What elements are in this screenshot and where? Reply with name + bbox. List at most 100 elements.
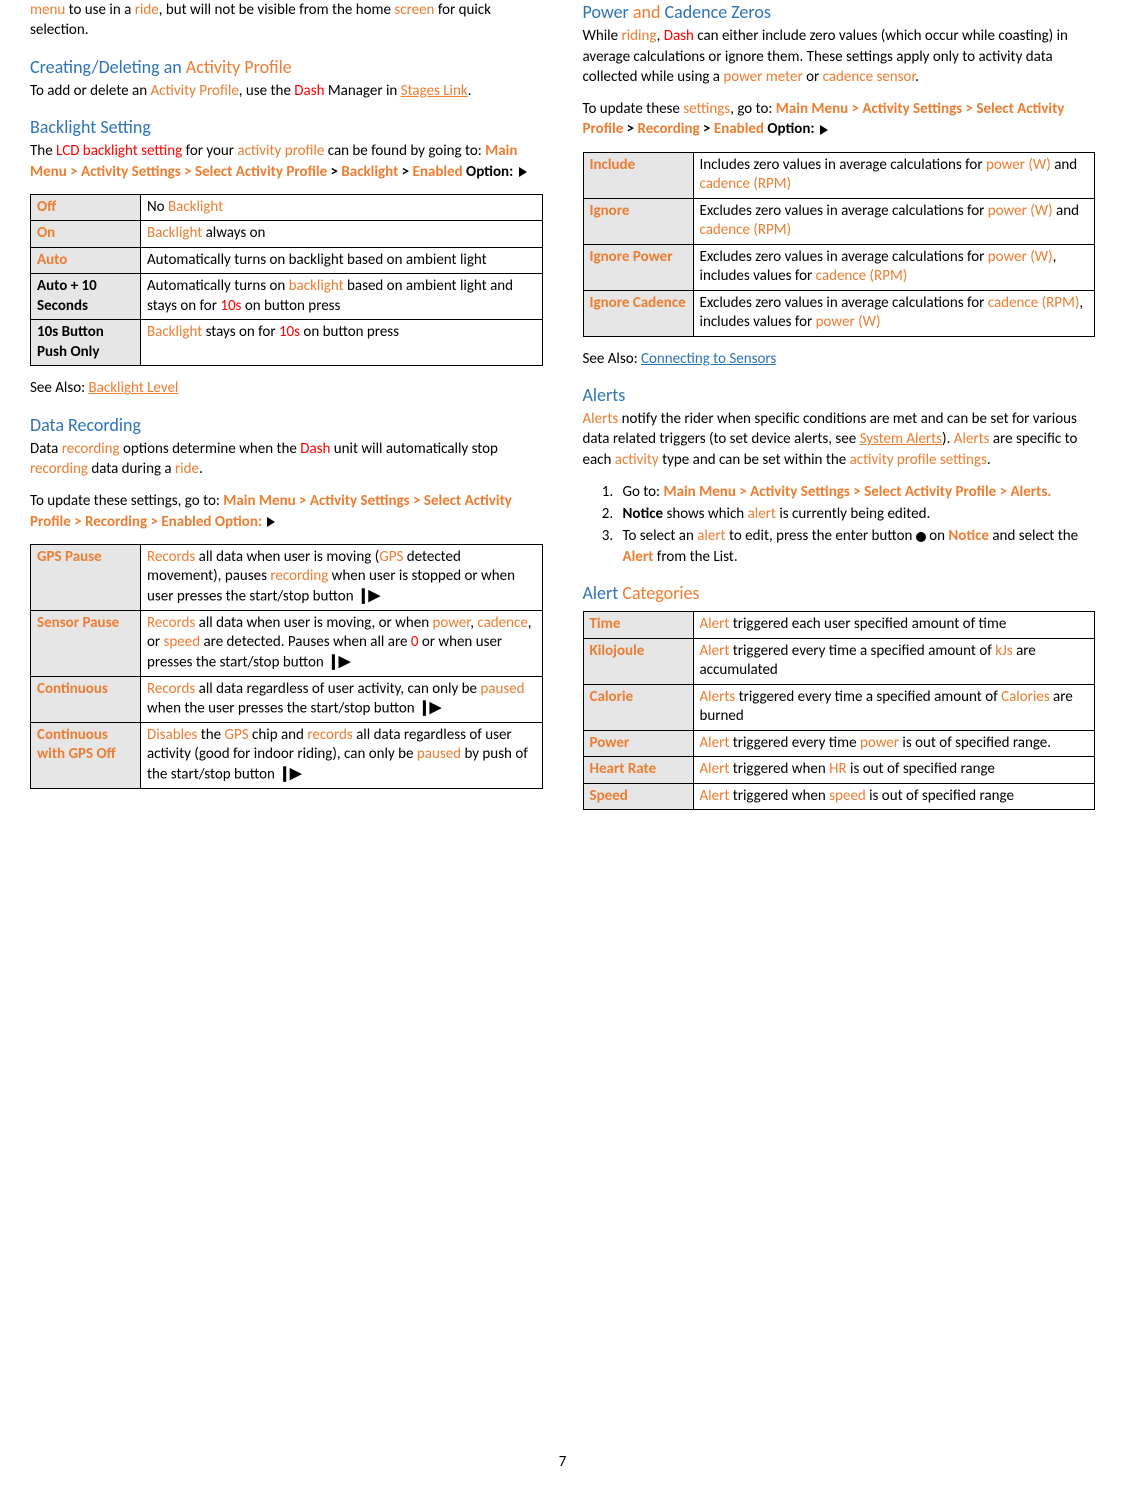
- table-value: Alert triggered every time a specified a…: [693, 638, 1095, 684]
- table-row: Sensor PauseRecords all data when user i…: [31, 610, 543, 676]
- table-label: 10s Button Push Only: [31, 320, 141, 366]
- table-value: Alert triggered when speed is out of spe…: [693, 783, 1095, 810]
- alerts-steps: Go to: Main Menu > Activity Settings > S…: [583, 482, 1096, 567]
- start-stop-icon: ❙▶: [278, 765, 300, 785]
- see-also-backlight: See Also: Backlight Level: [30, 378, 543, 398]
- table-row: AutoAutomatically turns on backlight bas…: [31, 247, 543, 274]
- table-label: Ignore: [583, 198, 693, 244]
- table-row: OnBacklight always on: [31, 221, 543, 248]
- table-row: KilojouleAlert triggered every time a sp…: [583, 638, 1095, 684]
- table-row: TimeAlert triggered each user specified …: [583, 612, 1095, 639]
- para-alerts: Alerts notify the rider when specific co…: [583, 409, 1096, 470]
- table-value: Records all data when user is moving, or…: [141, 610, 543, 676]
- right-column: Power and Cadence Zeros While riding, Da…: [583, 0, 1096, 822]
- table-label: Time: [583, 612, 693, 639]
- term-ride: ride: [135, 1, 159, 19]
- table-value: Automatically turns on backlight based o…: [141, 274, 543, 320]
- table-value: No Backlight: [141, 194, 543, 221]
- left-column: menu to use in a ride, but will not be v…: [30, 0, 543, 822]
- para-create: To add or delete an Activity Profile, us…: [30, 81, 543, 101]
- list-item: Notice shows which alert is currently be…: [617, 504, 1096, 524]
- table-value: Alert triggered every time power is out …: [693, 730, 1095, 757]
- table-row: IgnoreExcludes zero values in average ca…: [583, 198, 1095, 244]
- table-label: Continuous with GPS Off: [31, 722, 141, 788]
- table-value: Excludes zero values in average calculat…: [693, 198, 1095, 244]
- link-stages-link[interactable]: Stages Link: [401, 82, 468, 100]
- table-row: Auto + 10 SecondsAutomatically turns on …: [31, 274, 543, 320]
- table-row: ContinuousRecords all data regardless of…: [31, 676, 543, 722]
- table-label: Auto: [31, 247, 141, 274]
- table-row: Continuous with GPS OffDisables the GPS …: [31, 722, 543, 788]
- table-label: Speed: [583, 783, 693, 810]
- para-zeros2: To update these settings, go to: Main Me…: [583, 99, 1096, 140]
- table-row: Ignore CadenceExcludes zero values in av…: [583, 290, 1095, 336]
- term-menu: menu: [30, 1, 65, 19]
- page-number: 7: [0, 1452, 1125, 1472]
- triangle-icon: [820, 125, 828, 135]
- table-row: Heart RateAlert triggered when HR is out…: [583, 757, 1095, 784]
- table-value: Excludes zero values in average calculat…: [693, 290, 1095, 336]
- list-item: To select an alert to edit, press the en…: [617, 526, 1096, 567]
- heading-backlight: Backlight Setting: [30, 115, 543, 139]
- table-label: GPS Pause: [31, 544, 141, 610]
- table-backlight: OffNo BacklightOnBacklight always onAuto…: [30, 194, 543, 367]
- page: menu to use in a ride, but will not be v…: [0, 0, 1125, 1490]
- table-label: Continuous: [31, 676, 141, 722]
- table-row: 10s Button Push OnlyBacklight stays on f…: [31, 320, 543, 366]
- heading-zeros: Power and Cadence Zeros: [583, 0, 1096, 24]
- table-label: Calorie: [583, 684, 693, 730]
- table-value: Backlight always on: [141, 221, 543, 248]
- table-value: Records all data regardless of user acti…: [141, 676, 543, 722]
- table-label: Auto + 10 Seconds: [31, 274, 141, 320]
- two-column-layout: menu to use in a ride, but will not be v…: [30, 0, 1095, 822]
- para-zeros1: While riding, Dash can either include ze…: [583, 26, 1096, 87]
- term-screen: screen: [394, 1, 434, 19]
- table-row: PowerAlert triggered every time power is…: [583, 730, 1095, 757]
- table-label: Power: [583, 730, 693, 757]
- list-item: Go to: Main Menu > Activity Settings > S…: [617, 482, 1096, 502]
- table-value: Alerts triggered every time a specified …: [693, 684, 1095, 730]
- table-alert-categories: TimeAlert triggered each user specified …: [583, 611, 1096, 810]
- start-stop-icon: ❙▶: [357, 587, 379, 607]
- table-label: Ignore Cadence: [583, 290, 693, 336]
- para-data1: Data recording options determine when th…: [30, 439, 543, 480]
- intro-fragment: menu to use in a ride, but will not be v…: [30, 0, 543, 41]
- table-value: Backlight stays on for 10s on button pre…: [141, 320, 543, 366]
- table-label: Heart Rate: [583, 757, 693, 784]
- start-stop-icon: ❙▶: [418, 699, 440, 719]
- table-row: SpeedAlert triggered when speed is out o…: [583, 783, 1095, 810]
- table-value: Excludes zero values in average calculat…: [693, 244, 1095, 290]
- table-row: GPS PauseRecords all data when user is m…: [31, 544, 543, 610]
- heading-creating-deleting: Creating/Deleting an Activity Profile: [30, 55, 543, 79]
- table-value: Alert triggered when HR is out of specif…: [693, 757, 1095, 784]
- table-zeros: IncludeIncludes zero values in average c…: [583, 152, 1096, 337]
- para-backlight: The LCD backlight setting for your activ…: [30, 141, 543, 182]
- table-row: OffNo Backlight: [31, 194, 543, 221]
- heading-alert-categories: Alert Categories: [583, 581, 1096, 605]
- triangle-icon: [519, 167, 527, 177]
- table-label: On: [31, 221, 141, 248]
- table-value: Includes zero values in average calculat…: [693, 152, 1095, 198]
- table-label: Sensor Pause: [31, 610, 141, 676]
- table-value: Alert triggered each user specified amou…: [693, 612, 1095, 639]
- triangle-icon: [267, 517, 275, 527]
- table-row: CalorieAlerts triggered every time a spe…: [583, 684, 1095, 730]
- start-stop-icon: ❙▶: [327, 653, 349, 673]
- link-system-alerts[interactable]: System Alerts: [860, 430, 942, 448]
- table-row: Ignore PowerExcludes zero values in aver…: [583, 244, 1095, 290]
- table-value: Disables the GPS chip and records all da…: [141, 722, 543, 788]
- para-data2: To update these settings, go to: Main Me…: [30, 491, 543, 532]
- table-data-recording: GPS PauseRecords all data when user is m…: [30, 544, 543, 789]
- table-value: Records all data when user is moving (GP…: [141, 544, 543, 610]
- table-row: IncludeIncludes zero values in average c…: [583, 152, 1095, 198]
- table-label: Include: [583, 152, 693, 198]
- table-label: Ignore Power: [583, 244, 693, 290]
- table-label: Kilojoule: [583, 638, 693, 684]
- link-backlight-level[interactable]: Backlight Level: [89, 379, 179, 397]
- table-label: Off: [31, 194, 141, 221]
- enter-button-icon: [916, 532, 926, 542]
- link-connecting-sensors[interactable]: Connecting to Sensors: [641, 350, 776, 368]
- heading-alerts: Alerts: [583, 383, 1096, 407]
- heading-data-recording: Data Recording: [30, 413, 543, 437]
- see-also-sensors: See Also: Connecting to Sensors: [583, 349, 1096, 369]
